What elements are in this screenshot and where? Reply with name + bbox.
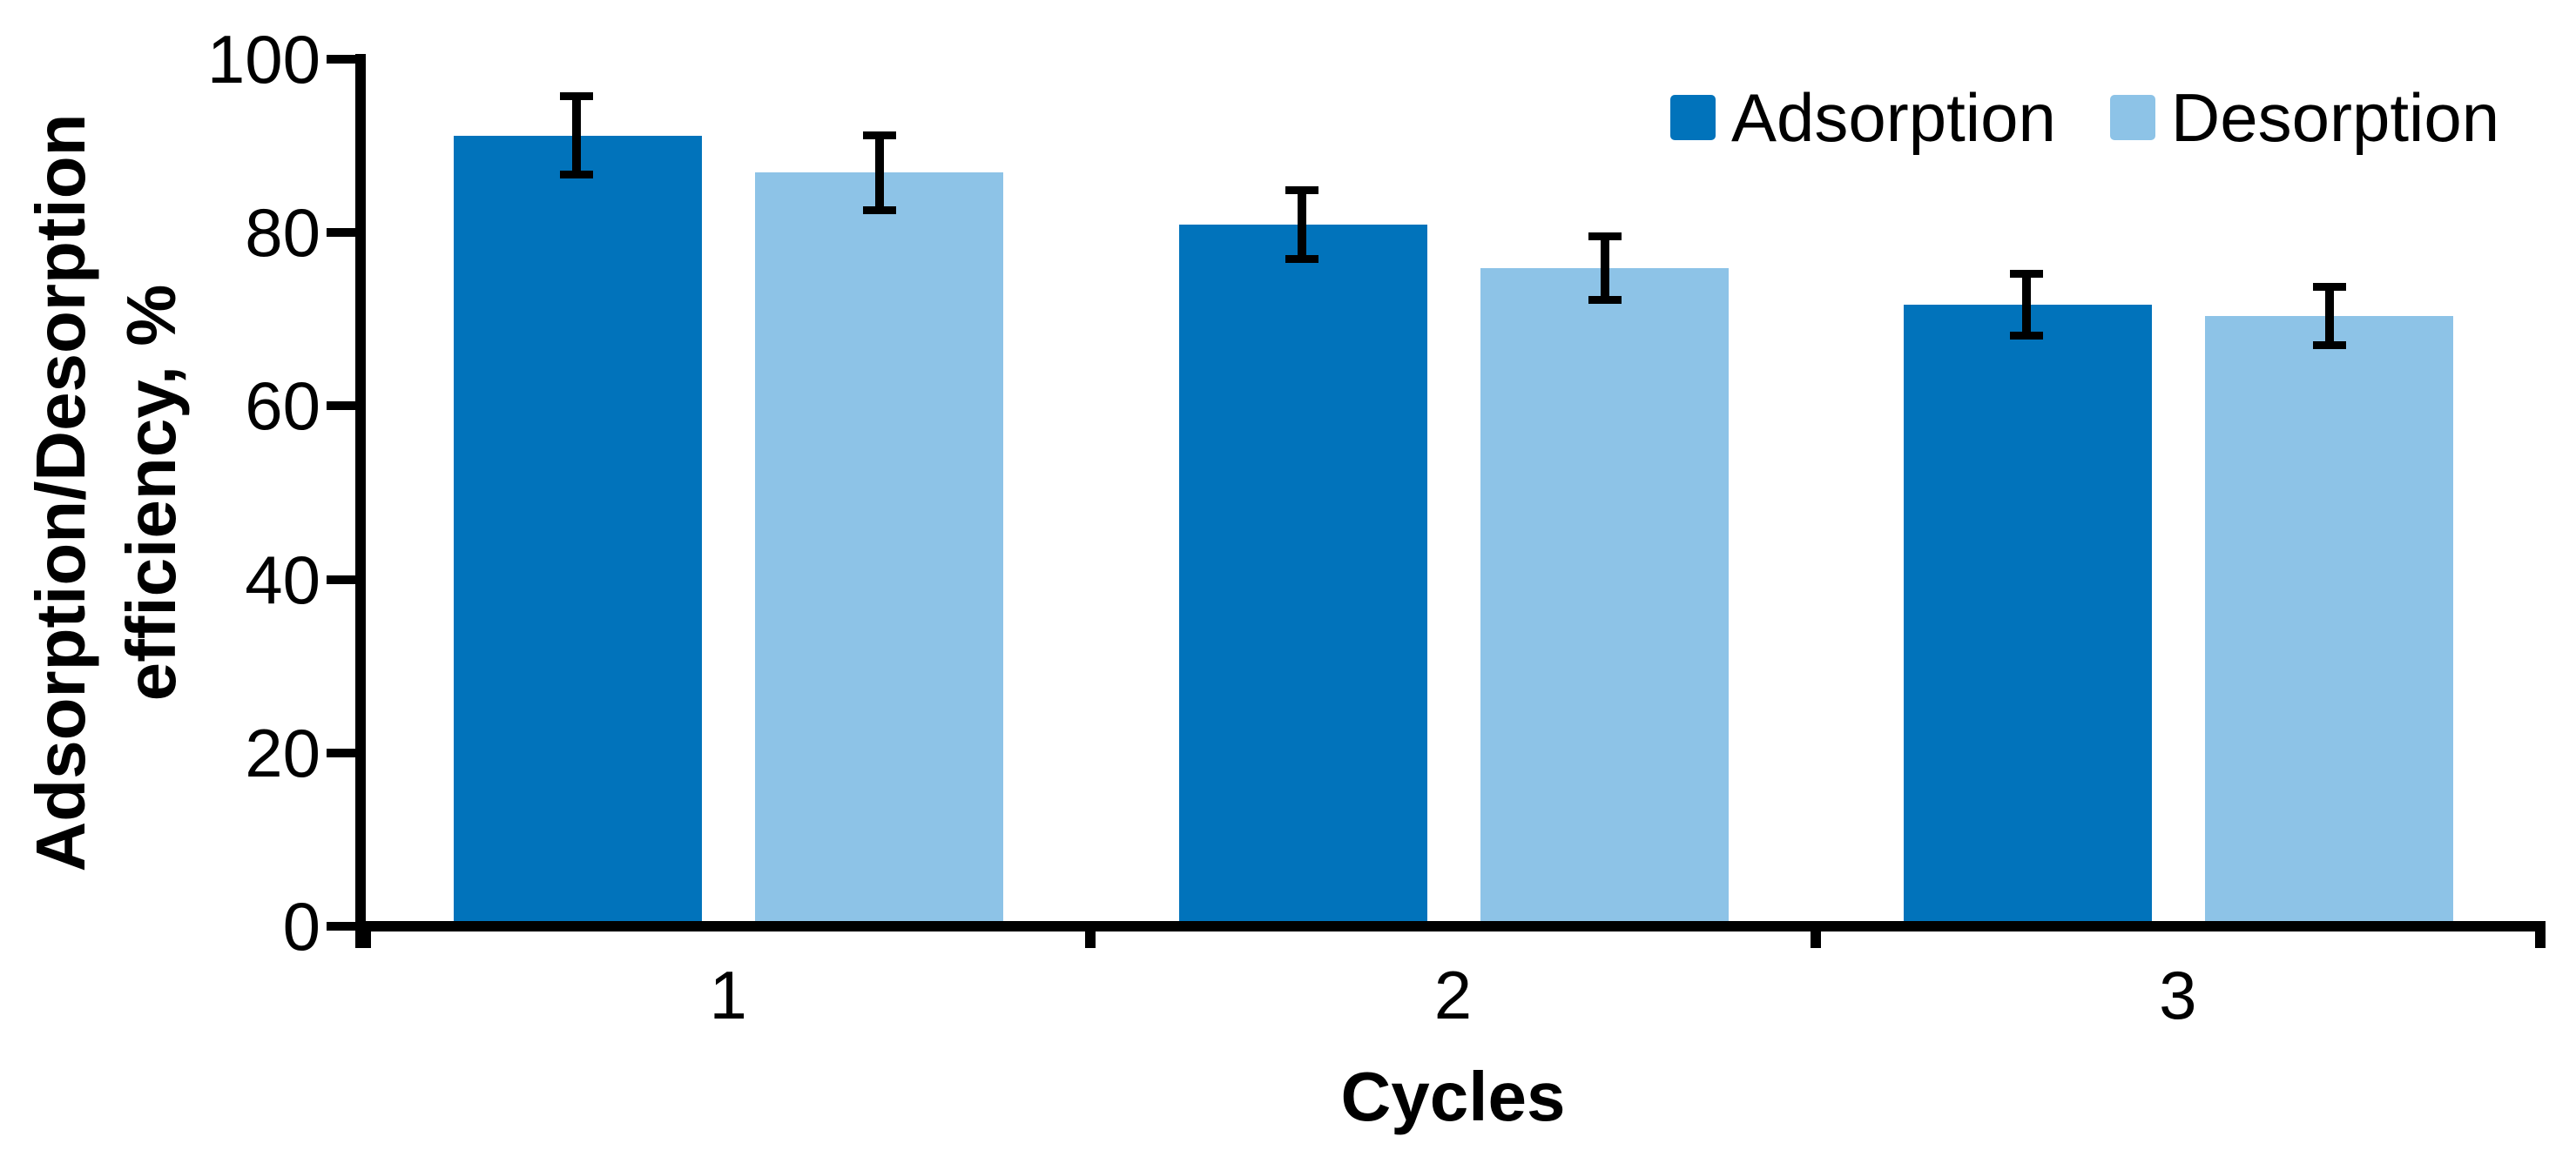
y-tick-label-80: 80	[245, 194, 320, 272]
error-bar-cap-bottom-desorption-cycle-1	[863, 206, 897, 215]
bar-desorption-cycle-2	[1480, 268, 1729, 926]
y-tick-mark-40	[327, 575, 366, 584]
y-tick-mark-60	[327, 401, 366, 411]
x-tick-label-2: 2	[1433, 957, 1473, 1033]
bar-adsorption-cycle-2	[1178, 225, 1427, 926]
error-bar-cap-top-desorption-cycle-3	[2312, 282, 2346, 291]
bar-desorption-cycle-3	[2204, 315, 2453, 926]
y-tick-mark-0	[327, 922, 366, 931]
y-tick-label-40: 40	[245, 541, 320, 618]
x-tick-mark-2	[1810, 921, 1821, 948]
x-axis-line	[355, 921, 2543, 931]
x-axis-title: Cycles	[1340, 1058, 1566, 1135]
error-bar-cap-top-adsorption-cycle-3	[2009, 270, 2043, 278]
plot-area	[366, 59, 2540, 926]
error-bar-cap-bottom-desorption-cycle-2	[1588, 295, 1622, 304]
legend-swatch-adsorption	[1670, 95, 1716, 140]
y-axis-line	[355, 54, 366, 948]
error-bar-cap-top-adsorption-cycle-2	[1285, 186, 1318, 195]
y-tick-label-20: 20	[245, 714, 320, 791]
error-bar-cap-top-adsorption-cycle-1	[560, 91, 594, 100]
legend-label-adsorption: Adsorption	[1731, 79, 2056, 156]
legend: Adsorption Desorption	[1670, 84, 2499, 151]
error-bar-line-adsorption-cycle-2	[1297, 190, 1306, 260]
error-bar-cap-bottom-desorption-cycle-3	[2312, 340, 2346, 349]
y-tick-label-0: 0	[282, 888, 320, 965]
legend-swatch-desorption	[2109, 95, 2155, 140]
x-tick-mark-1	[1085, 921, 1096, 948]
y-tick-mark-20	[327, 748, 366, 757]
error-bar-line-adsorption-cycle-1	[572, 95, 582, 176]
error-bar-cap-bottom-adsorption-cycle-1	[560, 171, 594, 179]
x-tick-mark-0	[361, 921, 371, 948]
bar-desorption-cycle-1	[755, 172, 1004, 926]
x-tick-mark-3	[2535, 921, 2546, 948]
bar-adsorption-cycle-1	[454, 135, 703, 926]
x-tick-label-1: 1	[709, 957, 747, 1033]
error-bar-cap-bottom-adsorption-cycle-2	[1285, 255, 1318, 264]
x-tick-label-3: 3	[2159, 957, 2197, 1033]
error-bar-line-desorption-cycle-1	[875, 134, 885, 212]
y-tick-mark-80	[327, 228, 366, 238]
error-bar-line-desorption-cycle-3	[2324, 286, 2334, 346]
legend-label-desorption: Desorption	[2170, 79, 2500, 156]
error-bar-cap-top-desorption-cycle-1	[863, 131, 897, 139]
y-tick-mark-100	[327, 55, 366, 64]
y-tick-label-100: 100	[206, 21, 320, 98]
legend-item-adsorption: Adsorption	[1670, 84, 2056, 151]
legend-item-desorption: Desorption	[2109, 79, 2500, 156]
error-bar-cap-top-desorption-cycle-2	[1588, 232, 1622, 241]
error-bar-line-desorption-cycle-2	[1600, 236, 1609, 300]
error-bar-cap-bottom-adsorption-cycle-3	[2009, 331, 2043, 340]
error-bar-line-adsorption-cycle-3	[2021, 273, 2031, 336]
bar-adsorption-cycle-3	[1903, 304, 2152, 926]
y-tick-label-60: 60	[245, 367, 320, 445]
